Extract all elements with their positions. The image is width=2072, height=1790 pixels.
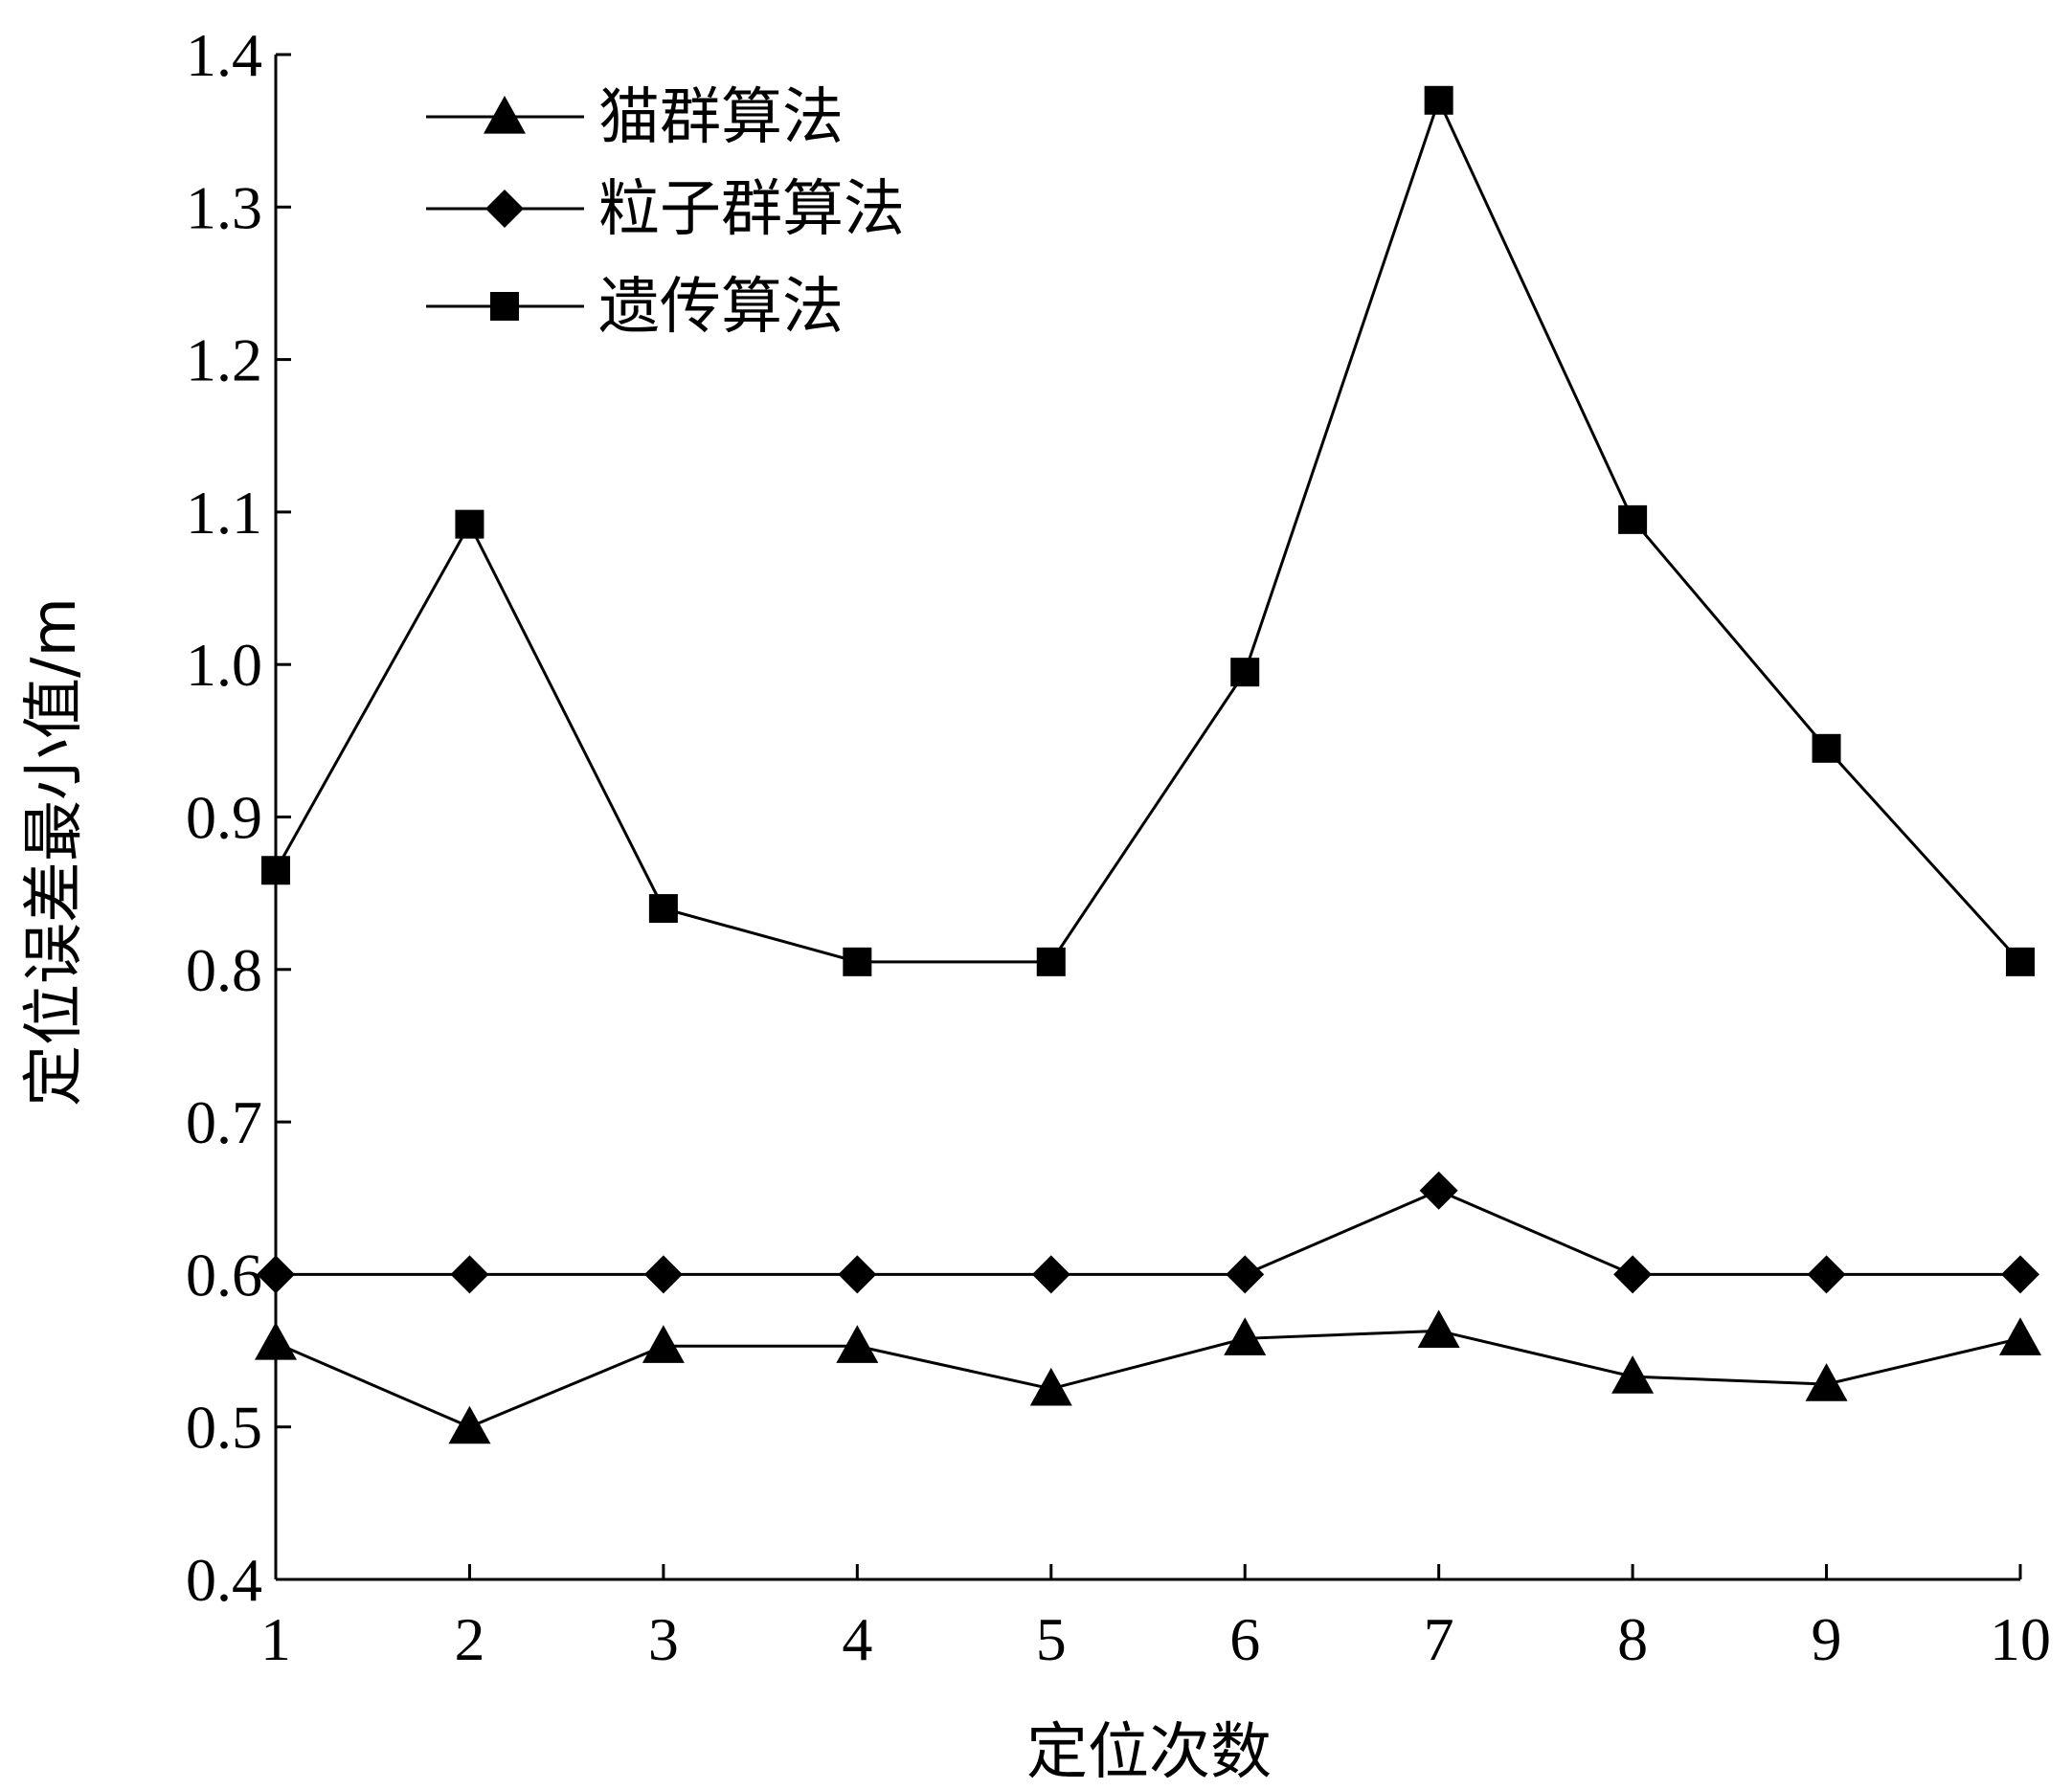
x-tick-label: 7	[1424, 1605, 1454, 1673]
data-point-square	[1812, 733, 1841, 763]
y-tick-label: 1.4	[186, 21, 262, 89]
y-axis-title: 定位误差最小值/m	[19, 597, 90, 1107]
y-axis-ticks: 0.4 0.5 0.6 0.7 0.8 0.9 1.0 1.1 1.2 1.3 1.4	[186, 21, 291, 1614]
y-tick-label: 0.8	[186, 936, 262, 1004]
legend-entry: 猫群算法	[426, 82, 844, 153]
y-tick-label: 0.6	[186, 1241, 262, 1309]
data-point-diamond	[450, 1255, 489, 1294]
data-point-square	[1618, 504, 1648, 534]
data-point-square	[2006, 947, 2035, 976]
data-point-triangle	[642, 1325, 685, 1363]
data-point-triangle	[1224, 1317, 1267, 1355]
data-point-diamond	[1031, 1255, 1070, 1294]
x-tick-label: 5	[1036, 1605, 1067, 1673]
series-line	[274, 96, 2022, 964]
legend-entry: 遗传算法	[426, 272, 844, 343]
data-point-diamond	[1419, 1171, 1458, 1210]
data-point-square	[1424, 85, 1453, 115]
data-point-triangle	[1999, 1317, 2041, 1355]
y-tick-label: 1.0	[186, 631, 262, 699]
x-tick-label: 6	[1229, 1605, 1260, 1673]
data-point-triangle	[1029, 1367, 1072, 1406]
x-tick-label: 1	[260, 1605, 291, 1673]
x-tick-label: 4	[842, 1605, 872, 1673]
data-point-diamond	[2001, 1255, 2039, 1294]
y-tick-label: 1.3	[186, 173, 262, 241]
legend-label: 遗传算法	[598, 272, 844, 343]
legend-marker-square	[490, 292, 519, 321]
x-tick-label: 10	[1990, 1605, 2051, 1673]
x-axis-ticks: 1 2 3 4 5 6 7 8 9 10	[260, 1564, 2051, 1673]
x-tick-label: 9	[1812, 1605, 1842, 1673]
x-tick-label: 3	[648, 1605, 679, 1673]
data-point-triangle	[448, 1405, 491, 1444]
legend-marker-triangle	[484, 96, 526, 134]
y-tick-label: 1.1	[186, 479, 262, 547]
legend-entry: 粒子群算法	[426, 174, 905, 245]
data-point-square	[1230, 658, 1260, 687]
y-tick-label: 0.7	[186, 1088, 262, 1156]
y-tick-label: 1.2	[186, 326, 262, 394]
data-point-square	[1036, 947, 1066, 976]
data-point-diamond	[1807, 1255, 1846, 1294]
data-point-diamond	[838, 1255, 877, 1294]
data-point-square	[455, 509, 484, 539]
data-point-diamond	[1226, 1255, 1265, 1294]
x-tick-label: 2	[454, 1605, 484, 1673]
data-point-diamond	[1613, 1255, 1653, 1294]
legend-label: 猫群算法	[598, 82, 844, 153]
data-point-square	[648, 894, 678, 924]
series-triangle	[255, 1309, 2041, 1444]
legend-label: 粒子群算法	[598, 174, 905, 245]
data-point-diamond	[257, 1255, 295, 1294]
data-point-triangle	[1611, 1355, 1655, 1394]
data-point-square	[843, 947, 872, 976]
data-point-triangle	[1417, 1309, 1460, 1348]
data-point-triangle	[1805, 1363, 1848, 1401]
data-point-diamond	[643, 1255, 683, 1294]
x-tick-label: 8	[1617, 1605, 1648, 1673]
data-point-triangle	[836, 1325, 879, 1363]
y-tick-label: 0.9	[186, 784, 262, 852]
data-point-square	[261, 856, 290, 885]
series-line	[276, 1189, 2020, 1276]
series-diamond	[257, 1171, 2039, 1294]
series-square	[261, 85, 2035, 976]
y-tick-label: 0.4	[186, 1546, 262, 1614]
x-axis-title: 定位次数	[1026, 1717, 1272, 1788]
series-line	[275, 1329, 2021, 1429]
data-point-triangle	[255, 1322, 297, 1360]
y-tick-label: 0.5	[186, 1394, 262, 1462]
legend-marker-diamond	[485, 190, 524, 228]
series-layer	[255, 85, 2041, 1444]
